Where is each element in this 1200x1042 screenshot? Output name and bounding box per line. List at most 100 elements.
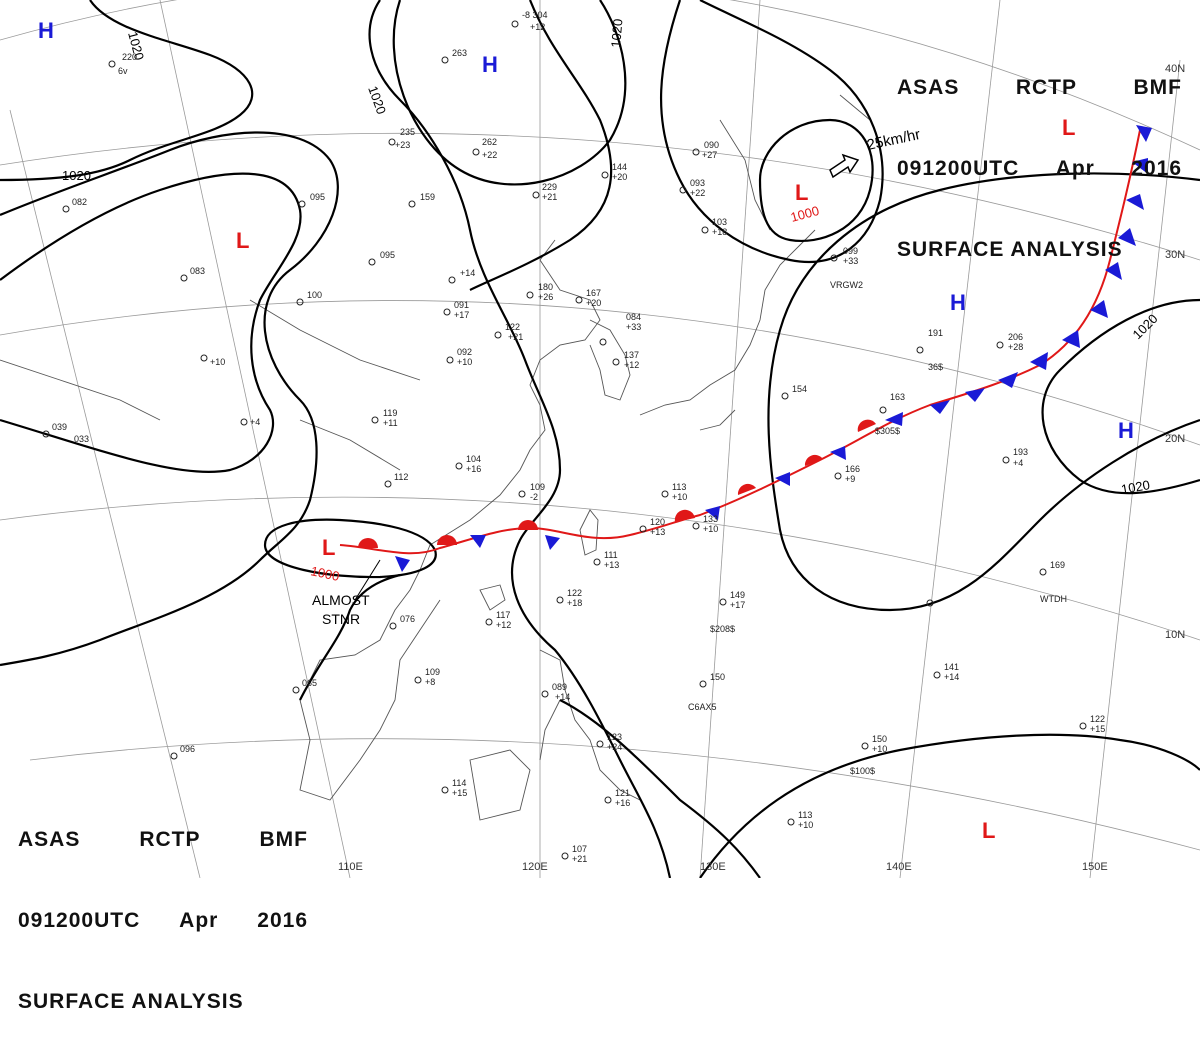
station-value: +10 — [872, 744, 887, 754]
lon-150e — [1089, 59, 1181, 878]
station-value: 121 — [615, 788, 630, 798]
station-value: 103 — [712, 217, 727, 227]
lon-label: 110E — [338, 861, 363, 873]
hainan — [479, 584, 506, 611]
lon-130e — [699, 0, 761, 878]
station-value: +8 — [425, 677, 435, 687]
station-value: +28 — [1008, 342, 1023, 352]
isobar-west-low — [0, 131, 339, 667]
station-value: 262 — [482, 137, 497, 147]
station-value: VRGW2 — [830, 280, 863, 290]
isobar-west-stnr — [299, 573, 401, 701]
header-office: BMF — [259, 828, 308, 851]
station-value: 082 — [72, 197, 87, 207]
isobar-label: 1020 — [125, 30, 147, 62]
stationary-label: STNR — [322, 611, 360, 627]
header-year: 2016 — [1131, 157, 1182, 180]
header-month: Apr — [179, 909, 219, 932]
station-value: +14 — [944, 672, 959, 682]
station-value: +20 — [612, 172, 627, 182]
isobars — [0, 0, 1200, 878]
isobar-korea — [469, 0, 613, 291]
station-value: 133 — [703, 514, 718, 524]
high-center: H — [38, 18, 54, 43]
weather-map: 1020 1020 1020 1020 1020 1020 1000 1000 — [0, 0, 1200, 878]
station-value: 084 — [626, 312, 641, 322]
lat-40n — [0, 0, 1200, 151]
header-title: SURFACE ANALYSIS — [18, 990, 244, 1013]
station-value: 149 — [730, 590, 745, 600]
fronts — [339, 125, 1152, 572]
station-value: +10 — [210, 357, 225, 367]
isobar-label: 1020 — [608, 18, 625, 48]
low-center: L — [322, 535, 335, 560]
station-value: 180 — [538, 282, 553, 292]
station-value: +9 — [845, 474, 855, 484]
isobar-sub-high — [767, 172, 1200, 612]
station-value: +13 — [650, 527, 665, 537]
isobar-label: 1020 — [1120, 477, 1151, 497]
station-value: +12 — [530, 22, 545, 32]
station-value: 092 — [457, 347, 472, 357]
lat-label: 10N — [1165, 629, 1185, 641]
station-value: +22 — [482, 150, 497, 160]
station-value: 114 — [452, 778, 466, 788]
station-value: 122 — [1090, 714, 1105, 724]
station-value: +4 — [1013, 458, 1023, 468]
motion-arrow-icon — [829, 153, 860, 179]
lat-label: 40N — [1165, 63, 1185, 75]
isobar-south — [559, 699, 1200, 878]
station-value: 229 — [542, 182, 557, 192]
lon-label: 140E — [886, 861, 912, 873]
station-value: +17 — [730, 600, 745, 610]
station-value: 166 — [845, 464, 860, 474]
station-value: 083 — [190, 266, 205, 276]
station-value: 099 — [843, 246, 858, 256]
isobar-labels: 1020 1020 1020 1020 1020 1020 1000 1000 — [62, 18, 1161, 584]
station-value: 112 — [394, 472, 408, 482]
header-source: ASAS — [897, 76, 960, 99]
station-value: 113 — [672, 482, 686, 492]
station-value: 091 — [454, 300, 469, 310]
station-value: +21 — [508, 332, 523, 342]
station-circles — [42, 20, 1087, 860]
station-value: +21 — [572, 854, 587, 864]
lon-140e — [899, 0, 1001, 878]
map-header-top-right: ASAS RCTP BMF 091200UTC Apr 2016 SURFACE… — [897, 20, 1182, 290]
station-value: 095 — [310, 192, 325, 202]
station-value: 150 — [872, 734, 887, 744]
china-coast — [429, 239, 601, 546]
station-value: 093 — [690, 178, 705, 188]
coastlines — [0, 94, 871, 821]
station-value: +18 — [712, 227, 727, 237]
station-value: 065 — [302, 678, 317, 688]
station-value: 111 — [604, 550, 618, 560]
station-value: 159 — [420, 192, 435, 202]
graticule-labels: 40N 30N 20N 10N 110E 120E 130E 140E 150E — [338, 63, 1185, 873]
isobar-label-low: 1000 — [789, 203, 821, 225]
header-time: 091200UTC — [897, 157, 1020, 180]
station-value: $208$ — [710, 624, 735, 634]
header-year: 2016 — [257, 909, 308, 932]
station-value: +27 — [702, 150, 717, 160]
station-value: +33 — [843, 256, 858, 266]
header-station: RCTP — [1015, 76, 1078, 99]
low-center: L — [236, 228, 249, 253]
isobar-label: 1020 — [365, 84, 389, 116]
india-ne — [0, 359, 161, 421]
warm-front-symbols — [358, 419, 876, 548]
station-value: 120 — [650, 517, 665, 527]
isobar-label: 1020 — [62, 168, 91, 183]
lat-label: 20N — [1165, 433, 1185, 445]
station-value: 150 — [710, 672, 725, 682]
header-month: Apr — [1055, 157, 1095, 180]
station-value: +24 — [607, 742, 622, 752]
pressure-centers: H H H H L L L L L — [38, 18, 1134, 843]
borneo — [469, 749, 531, 821]
station-value: +10 — [703, 524, 718, 534]
station-value: $100$ — [850, 766, 875, 776]
indochina — [299, 544, 441, 801]
header-title: SURFACE ANALYSIS — [897, 238, 1123, 261]
station-value: +15 — [1090, 724, 1105, 734]
isobar-label-low: 1000 — [309, 563, 340, 584]
